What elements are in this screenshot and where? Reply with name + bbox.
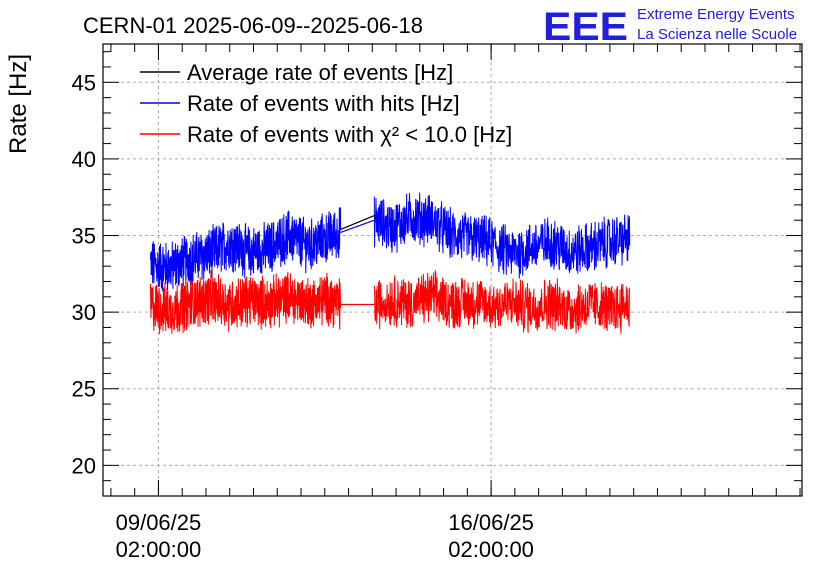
plot-frame bbox=[102, 43, 803, 497]
logo-line-2: La Scienza nelle Scuole bbox=[637, 26, 797, 43]
legend-label-chi2: Rate of events with χ² < 10.0 [Hz] bbox=[187, 122, 512, 147]
y-tick-label: 20 bbox=[72, 453, 96, 478]
x-tick-label-date: 16/06/25 bbox=[448, 510, 534, 535]
legend-label-average: Average rate of events [Hz] bbox=[187, 60, 453, 85]
y-tick-label: 25 bbox=[72, 377, 96, 402]
logo-line-1: Extreme Energy Events bbox=[637, 6, 795, 23]
series-trace-2-segment-1 bbox=[373, 270, 631, 334]
eee-logo: EEE Extreme Energy Events La Scienza nel… bbox=[543, 5, 797, 49]
y-tick-label: 45 bbox=[72, 70, 96, 95]
series-trace-1-segment-0 bbox=[150, 207, 342, 292]
axes: 20253035404509/06/2502:00:0016/06/2502:0… bbox=[72, 44, 802, 562]
series-0 bbox=[340, 215, 375, 230]
series-layer bbox=[150, 192, 631, 335]
y-axis-label: Rate [Hz] bbox=[5, 54, 32, 154]
logo-mark: EEE bbox=[543, 5, 628, 49]
series-1 bbox=[150, 192, 631, 292]
x-tick-label-time: 02:00:00 bbox=[448, 537, 534, 562]
x-tick-label-time: 02:00:00 bbox=[116, 537, 202, 562]
series-2 bbox=[150, 270, 631, 335]
series-gap-connector-1 bbox=[340, 219, 375, 234]
legend-entry-average: Average rate of events [Hz] bbox=[140, 60, 453, 85]
legend-label-hits: Rate of events with hits [Hz] bbox=[187, 91, 460, 116]
legend-entry-hits: Rate of events with hits [Hz] bbox=[140, 91, 460, 116]
y-tick-label: 35 bbox=[72, 224, 96, 249]
legend-entry-chi2: Rate of events with χ² < 10.0 [Hz] bbox=[140, 122, 512, 147]
series-trace-1-segment-1 bbox=[373, 192, 631, 279]
series-trace-2-segment-0 bbox=[150, 270, 342, 335]
chart-title: CERN-01 2025-06-09--2025-06-18 bbox=[83, 13, 423, 38]
y-tick-label: 30 bbox=[72, 300, 96, 325]
series-line-average bbox=[340, 215, 375, 230]
legend: Average rate of events [Hz] Rate of even… bbox=[140, 60, 512, 147]
x-tick-label-date: 09/06/25 bbox=[116, 510, 202, 535]
y-tick-label: 40 bbox=[72, 147, 96, 172]
